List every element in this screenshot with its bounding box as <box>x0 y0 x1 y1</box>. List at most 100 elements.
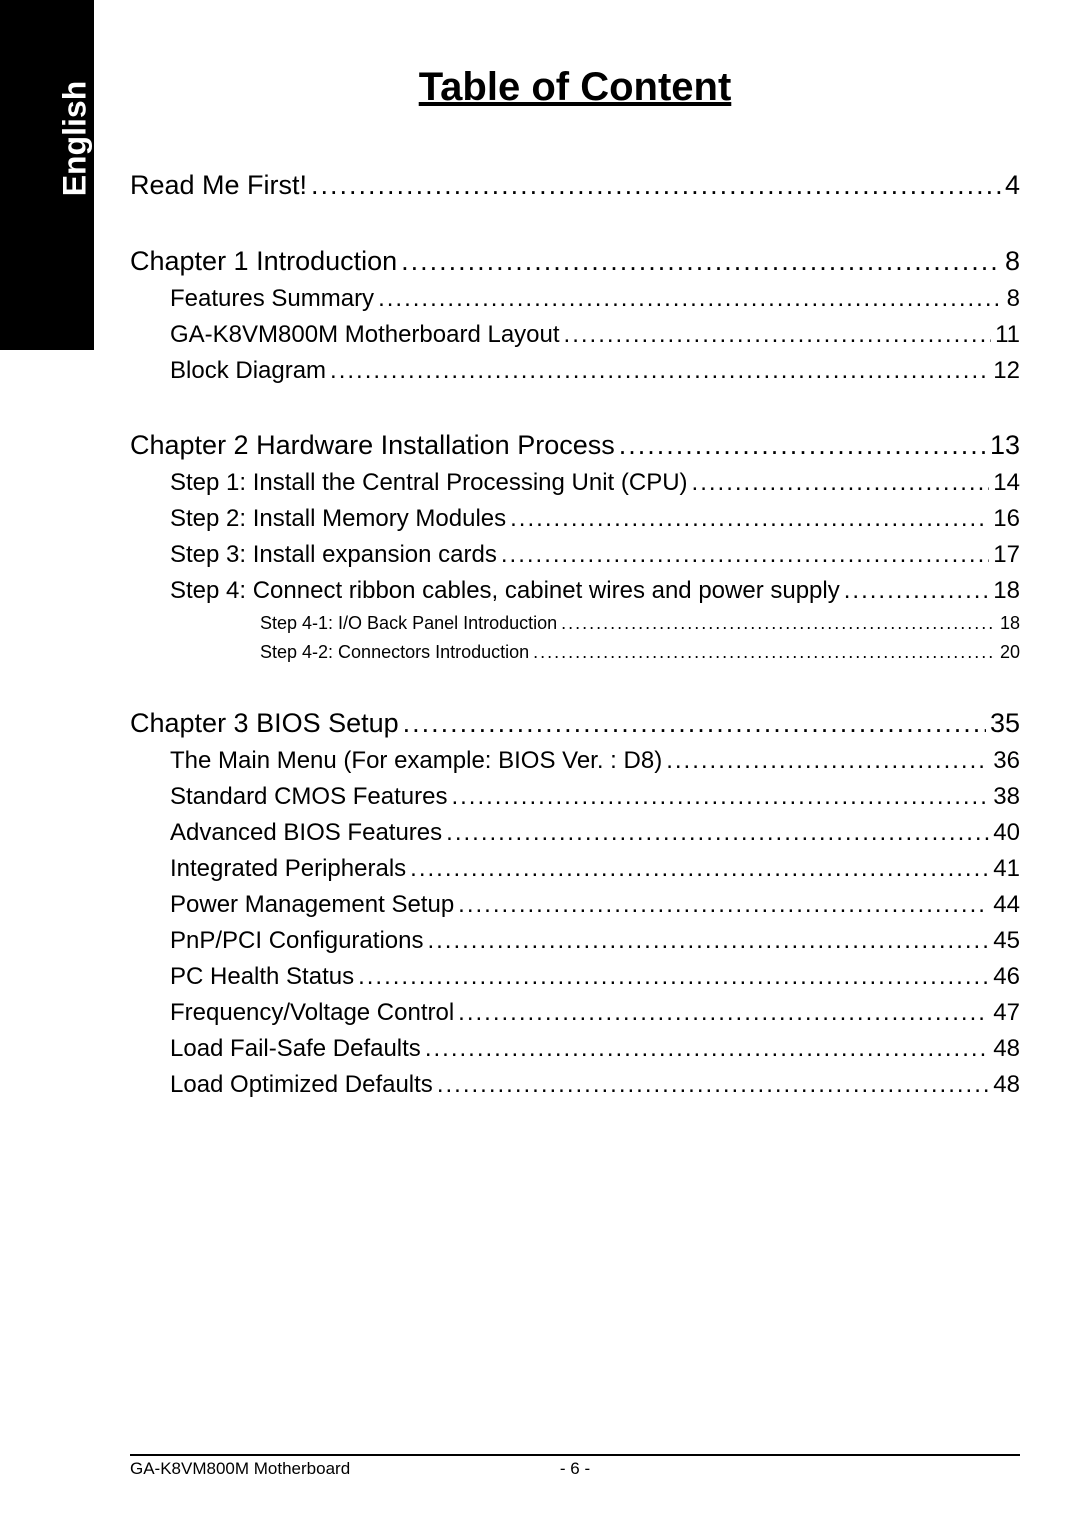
table-of-contents: Read Me First! 4 Chapter 1 Introduction 8… <box>130 170 1020 1099</box>
toc-entry: Features Summary 8 <box>170 285 1020 313</box>
toc-entry: Load Fail-Safe Defaults 48 <box>170 1035 1020 1063</box>
toc-entry-page: 20 <box>1000 642 1020 663</box>
toc-entry: Chapter 2 Hardware Installation Process … <box>130 430 1020 461</box>
toc-entry-label: Load Fail-Safe Defaults <box>170 1035 421 1063</box>
language-tab: English <box>0 0 94 350</box>
toc-entry: PnP/PCI Configurations 45 <box>170 927 1020 955</box>
toc-leader-dots <box>311 170 1001 201</box>
footer-text: GA-K8VM800M Motherboard - 6 - <box>130 1459 1020 1479</box>
toc-leader-dots <box>425 1035 989 1063</box>
toc-leader-dots <box>410 855 989 883</box>
toc-leader-dots <box>358 963 989 991</box>
toc-entry-page: 4 <box>1005 170 1020 201</box>
toc-entry-label: PnP/PCI Configurations <box>170 927 423 955</box>
toc-leader-dots <box>458 891 989 919</box>
toc-entry-label: Chapter 1 Introduction <box>130 246 397 277</box>
toc-leader-dots <box>533 642 996 663</box>
toc-entry: The Main Menu (For example: BIOS Ver. : … <box>170 747 1020 775</box>
toc-entry-label: The Main Menu (For example: BIOS Ver. : … <box>170 747 662 775</box>
toc-entry-label: Power Management Setup <box>170 891 454 919</box>
toc-leader-dots <box>378 285 1003 313</box>
toc-leader-dots <box>446 819 989 847</box>
toc-leader-dots <box>451 783 989 811</box>
toc-entry: Load Optimized Defaults 48 <box>170 1071 1020 1099</box>
footer-rule <box>130 1454 1020 1456</box>
toc-entry-label: Step 3: Install expansion cards <box>170 541 497 569</box>
toc-entry-label: Step 1: Install the Central Processing U… <box>170 469 688 497</box>
toc-entry-page: 12 <box>993 357 1020 385</box>
toc-entry-page: 45 <box>993 927 1020 955</box>
footer-page-number: - 6 - <box>560 1459 590 1479</box>
toc-entry-label: Integrated Peripherals <box>170 855 406 883</box>
toc-entry-page: 18 <box>993 577 1020 605</box>
toc-entry: Chapter 3 BIOS Setup 35 <box>130 708 1020 739</box>
toc-entry-label: Step 2: Install Memory Modules <box>170 505 506 533</box>
toc-entry: Step 4: Connect ribbon cables, cabinet w… <box>170 577 1020 605</box>
toc-entry-label: PC Health Status <box>170 963 354 991</box>
toc-leader-dots <box>564 321 992 349</box>
toc-entry: Step 1: Install the Central Processing U… <box>170 469 1020 497</box>
toc-entry-page: 13 <box>990 430 1020 461</box>
toc-entry-page: 8 <box>1007 285 1020 313</box>
toc-entry-page: 41 <box>993 855 1020 883</box>
toc-leader-dots <box>692 469 990 497</box>
toc-entry-label: Step 4-1: I/O Back Panel Introduction <box>260 613 557 634</box>
toc-entry: Integrated Peripherals 41 <box>170 855 1020 883</box>
toc-entry-label: Load Optimized Defaults <box>170 1071 433 1099</box>
toc-leader-dots <box>427 927 989 955</box>
page-title: Table of Content <box>130 65 1020 110</box>
page-footer: GA-K8VM800M Motherboard - 6 - <box>130 1454 1020 1479</box>
toc-entry-page: 40 <box>993 819 1020 847</box>
toc-entry-page: 16 <box>993 505 1020 533</box>
toc-entry-page: 38 <box>993 783 1020 811</box>
toc-entry: Step 2: Install Memory Modules 16 <box>170 505 1020 533</box>
toc-entry-page: 11 <box>995 321 1020 349</box>
toc-entry: Step 3: Install expansion cards 17 <box>170 541 1020 569</box>
toc-leader-dots <box>666 747 989 775</box>
toc-entry-page: 14 <box>993 469 1020 497</box>
toc-leader-dots <box>403 708 986 739</box>
footer-product-name: GA-K8VM800M Motherboard <box>130 1459 350 1479</box>
toc-entry-label: Frequency/Voltage Control <box>170 999 454 1027</box>
toc-entry-page: 48 <box>993 1035 1020 1063</box>
toc-leader-dots <box>437 1071 989 1099</box>
toc-leader-dots <box>458 999 989 1027</box>
toc-entry-page: 8 <box>1005 246 1020 277</box>
toc-entry-page: 47 <box>993 999 1020 1027</box>
toc-entry-label: Standard CMOS Features <box>170 783 447 811</box>
language-label: English <box>56 81 93 197</box>
toc-entry: Step 4-1: I/O Back Panel Introduction 18 <box>260 613 1020 634</box>
toc-entry: Standard CMOS Features 38 <box>170 783 1020 811</box>
toc-leader-dots <box>501 541 989 569</box>
toc-entry: PC Health Status 46 <box>170 963 1020 991</box>
toc-entry: Read Me First! 4 <box>130 170 1020 201</box>
toc-entry: Chapter 1 Introduction 8 <box>130 246 1020 277</box>
toc-leader-dots <box>330 357 989 385</box>
toc-entry: Block Diagram 12 <box>170 357 1020 385</box>
toc-entry-label: Block Diagram <box>170 357 326 385</box>
toc-entry: GA-K8VM800M Motherboard Layout 11 <box>170 321 1020 349</box>
toc-leader-dots <box>510 505 989 533</box>
toc-entry-label: Advanced BIOS Features <box>170 819 442 847</box>
toc-entry-label: Features Summary <box>170 285 374 313</box>
toc-leader-dots <box>561 613 996 634</box>
toc-leader-dots <box>401 246 1001 277</box>
toc-entry-label: Chapter 3 BIOS Setup <box>130 708 399 739</box>
toc-entry: Power Management Setup 44 <box>170 891 1020 919</box>
toc-entry-label: Step 4: Connect ribbon cables, cabinet w… <box>170 577 840 605</box>
toc-entry: Advanced BIOS Features 40 <box>170 819 1020 847</box>
page-content: Table of Content Read Me First! 4 Chapter… <box>130 65 1020 1107</box>
toc-entry-page: 18 <box>1000 613 1020 634</box>
toc-entry-page: 17 <box>993 541 1020 569</box>
toc-entry-label: GA-K8VM800M Motherboard Layout <box>170 321 560 349</box>
toc-entry-page: 35 <box>990 708 1020 739</box>
toc-entry-label: Chapter 2 Hardware Installation Process <box>130 430 615 461</box>
toc-leader-dots <box>844 577 990 605</box>
toc-entry-label: Step 4-2: Connectors Introduction <box>260 642 529 663</box>
toc-leader-dots <box>619 430 986 461</box>
toc-entry-label: Read Me First! <box>130 170 307 201</box>
toc-entry-page: 48 <box>993 1071 1020 1099</box>
toc-entry-page: 36 <box>993 747 1020 775</box>
toc-entry-page: 44 <box>993 891 1020 919</box>
toc-entry: Frequency/Voltage Control 47 <box>170 999 1020 1027</box>
